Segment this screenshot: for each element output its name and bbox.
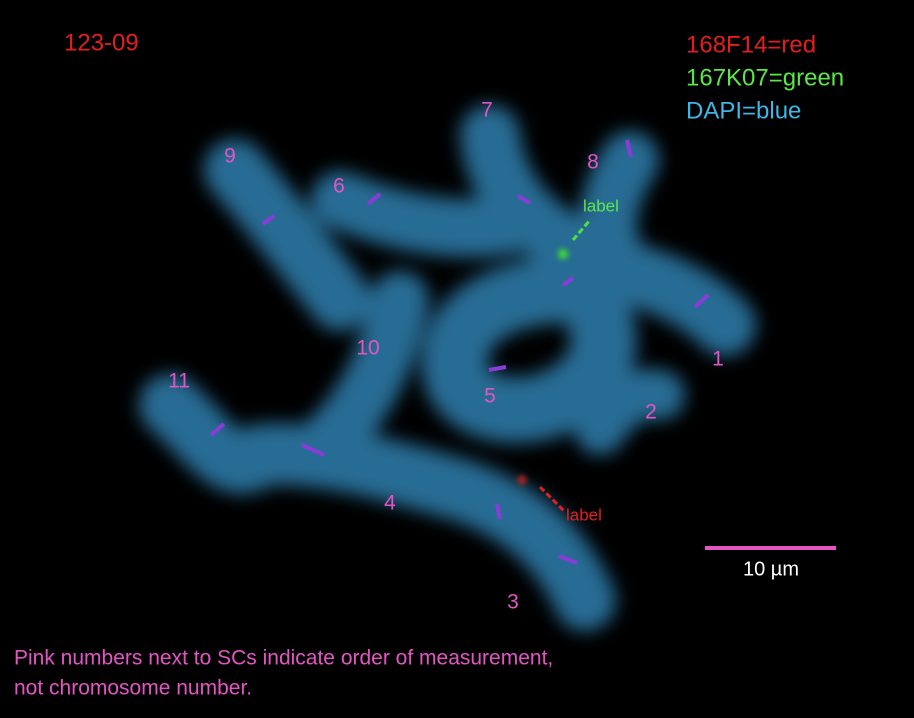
legend-entry: DAPI=blue: [686, 97, 801, 124]
measurement-order: 11: [168, 370, 190, 393]
legend-entry: 167K07=green: [686, 64, 844, 91]
scale-bar-label: 10 µm: [743, 558, 799, 580]
legend-entry: 168F14=red: [686, 31, 816, 58]
chromosomes: [139, 105, 756, 631]
measurement-order: 6: [333, 175, 345, 198]
probe-pointer: [571, 219, 592, 241]
probe-label: label: [566, 505, 602, 524]
measurement-order: 4: [384, 492, 396, 515]
measurement-order: 5: [484, 385, 496, 408]
segment-ticks: [209, 139, 710, 565]
sample-id: 123-09: [64, 29, 139, 56]
caption: Pink numbers next to SCs indicate order …: [14, 647, 553, 670]
measurement-order: 3: [507, 591, 519, 614]
measurement-order: 1: [712, 348, 724, 371]
measurement-order: 9: [224, 145, 236, 168]
probe-pointer: [538, 485, 567, 514]
measurement-order: 2: [645, 401, 657, 424]
probe-signals: [518, 249, 568, 484]
measurement-order: 8: [587, 151, 599, 174]
measurement-order: 10: [356, 337, 379, 360]
probe-label: label: [583, 196, 619, 215]
measurement-order: 7: [481, 99, 493, 122]
caption: not chromosome number.: [14, 677, 252, 700]
